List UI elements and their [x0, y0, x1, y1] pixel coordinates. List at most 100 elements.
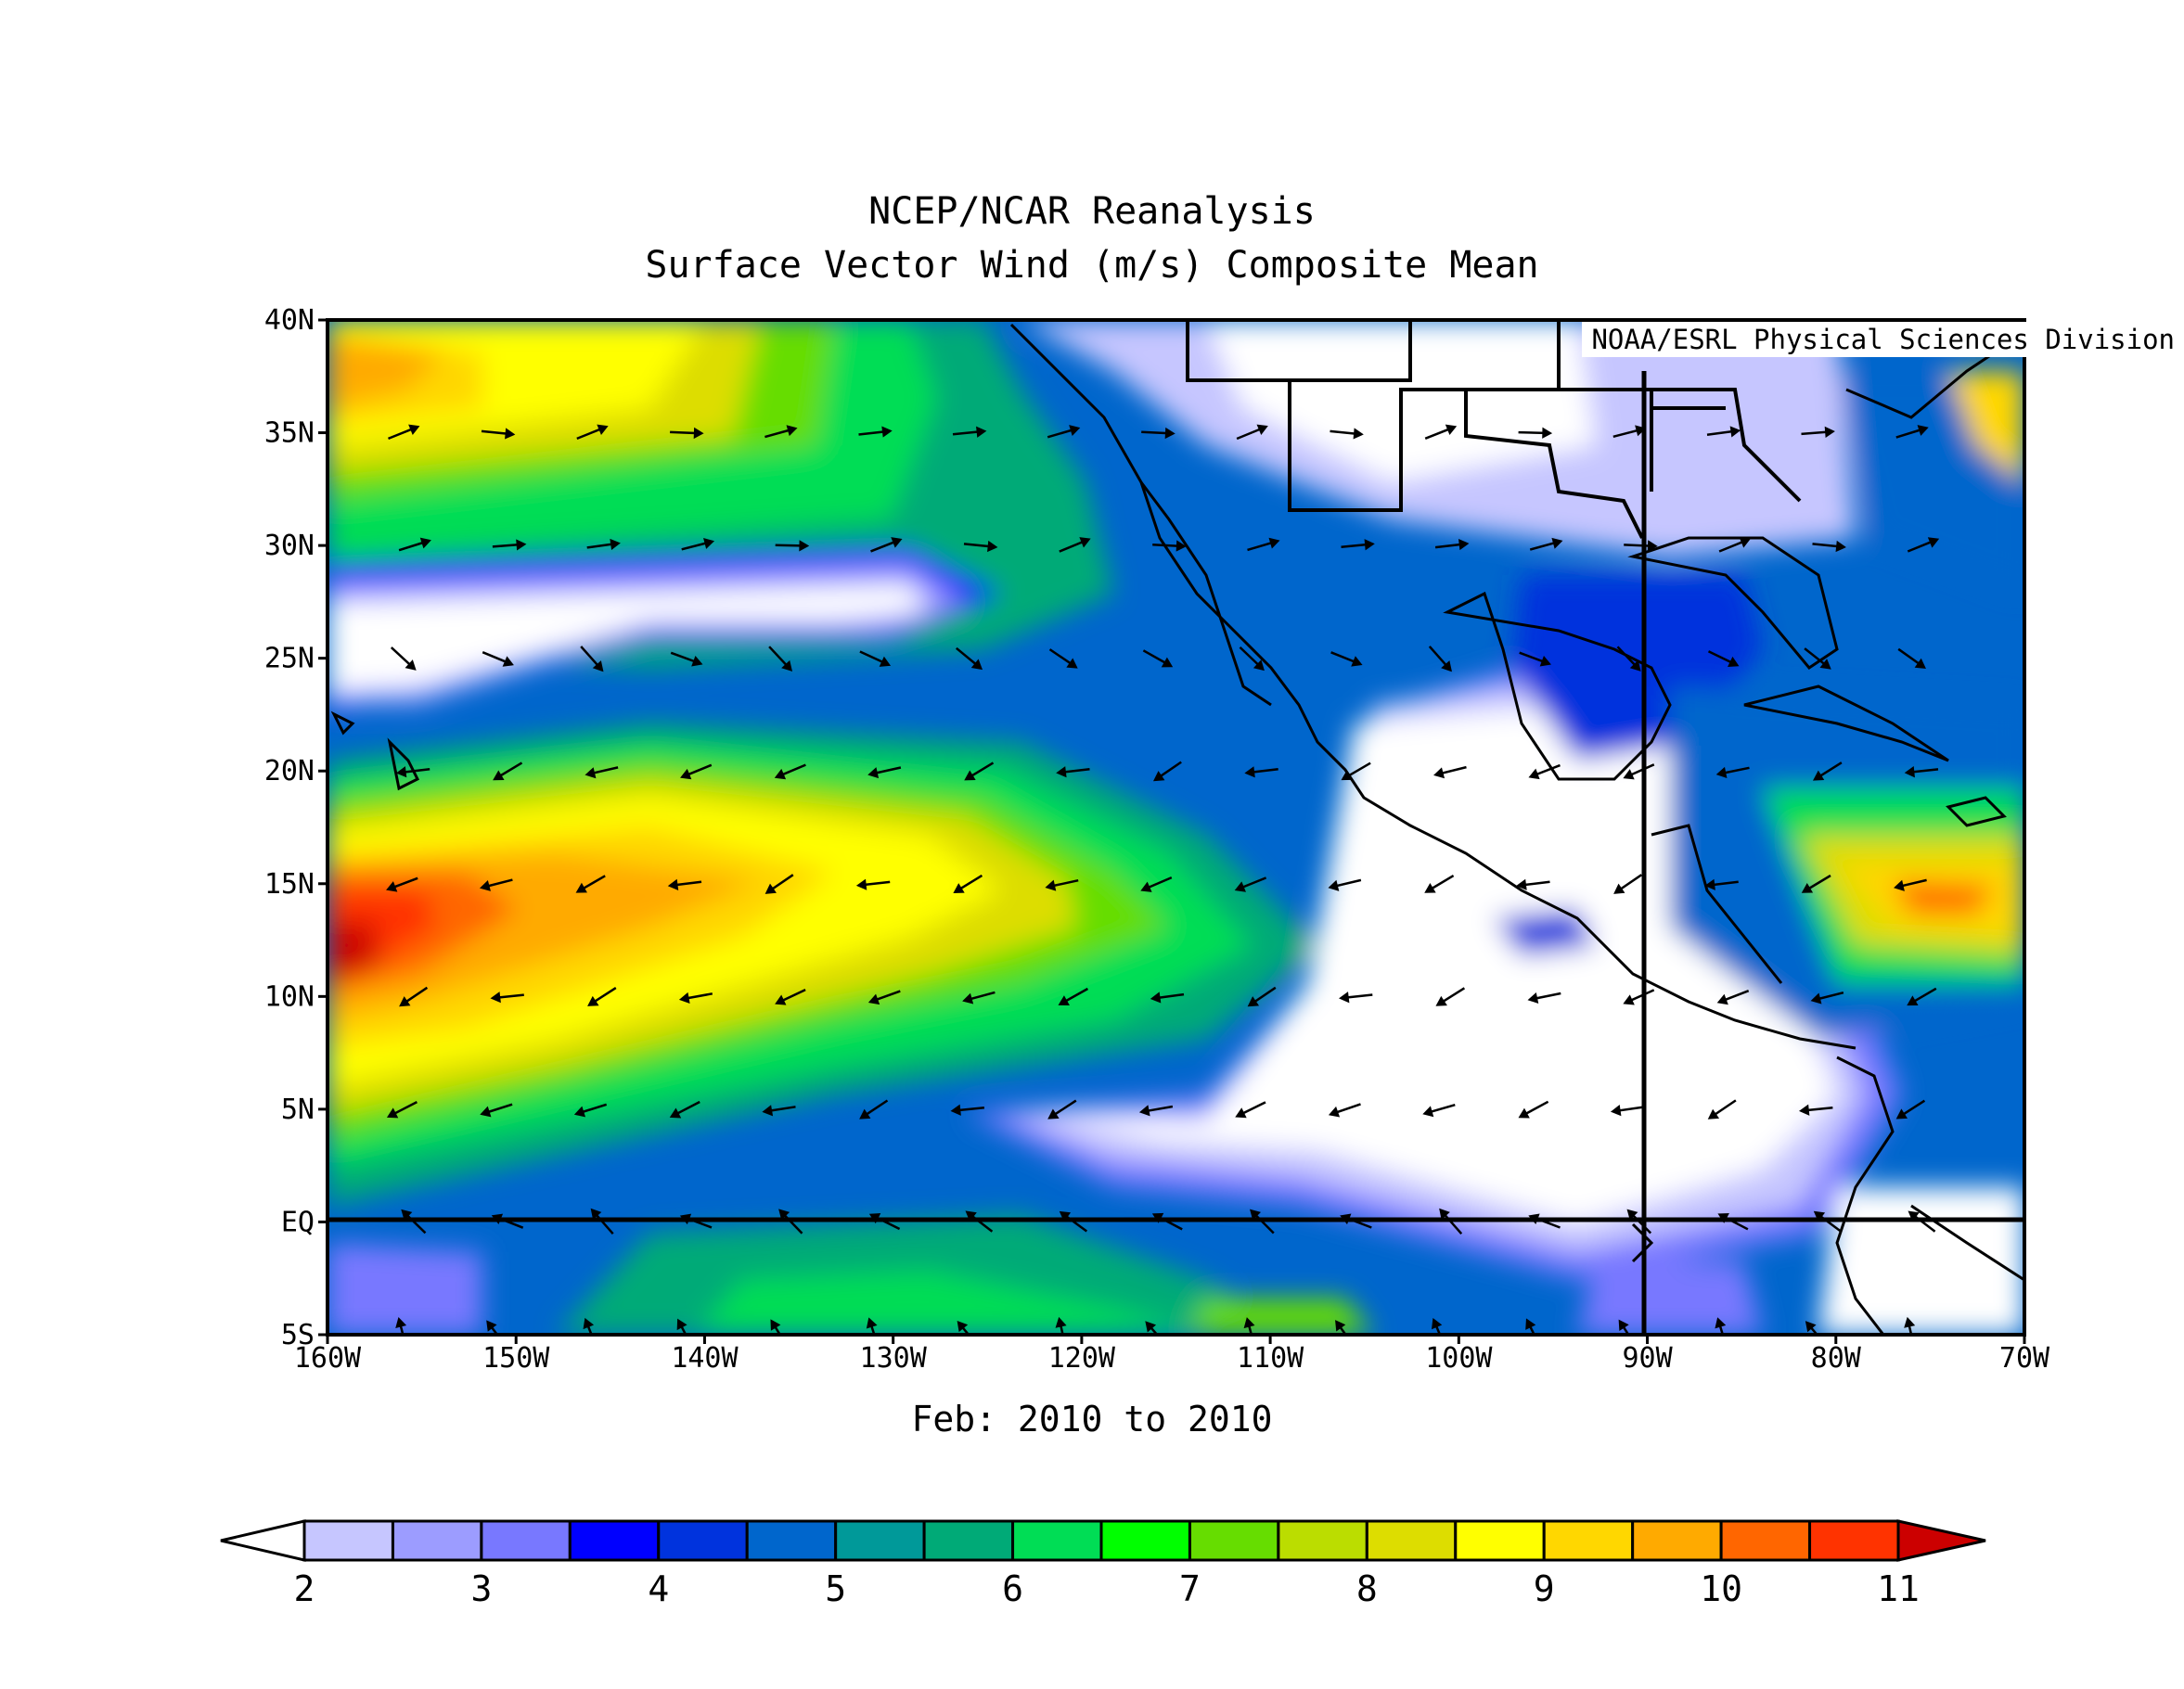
wind-vector-head: [1176, 540, 1187, 552]
colorbar-tick-label: 8: [1356, 1568, 1378, 1609]
wind-vector-head: [669, 1107, 682, 1119]
wind-vector-head: [1739, 537, 1751, 548]
wind-vector-head: [490, 992, 501, 1004]
wind-vector-head: [855, 878, 867, 890]
wind-vector-head: [676, 1318, 687, 1331]
wind-vector-head: [505, 428, 516, 440]
wind-vector-head: [1351, 656, 1363, 667]
wind-vector-head: [573, 1106, 586, 1118]
wind-vector-head: [1528, 768, 1540, 780]
colorbar-swatch: [391, 1519, 483, 1562]
wind-vector-head: [987, 540, 998, 553]
colorbar-swatch: [834, 1519, 926, 1562]
lat-tick-label: 40N: [264, 304, 315, 337]
wind-vector-head: [1247, 996, 1260, 1007]
wind-vector-head: [583, 1317, 595, 1330]
wind-vector-head: [1551, 537, 1563, 549]
wind-vector-head: [486, 1320, 497, 1332]
colorbar-swatch: [745, 1519, 838, 1562]
lat-tick-label: 30N: [264, 530, 315, 562]
wind-vector-head: [1917, 425, 1929, 436]
wind-vector-head: [1516, 878, 1527, 890]
wind-vector-head: [1618, 1319, 1629, 1332]
colorbar-tick-label: 4: [648, 1568, 669, 1609]
colorbar-swatch: [1719, 1519, 1812, 1562]
colorbar-swatch: [1454, 1519, 1546, 1562]
wind-vector-head: [1810, 992, 1822, 1004]
lon-tick-label: 120W: [1048, 1342, 1116, 1375]
colorbar-swatch: [1631, 1519, 1723, 1562]
wind-vector-head: [1422, 1106, 1434, 1118]
wind-vector-head: [1907, 995, 1919, 1006]
wind-vector-head: [764, 883, 777, 894]
wind-vector-head: [1364, 539, 1375, 551]
wind-vector-head: [1798, 1104, 1810, 1116]
lat-tick-label: 15N: [264, 868, 315, 901]
wind-vector-head: [1728, 656, 1740, 667]
wind-vector-head: [1704, 878, 1715, 890]
lat-tick-label: 5S: [281, 1319, 315, 1351]
wind-vector-head: [1729, 426, 1741, 438]
wind-vector-head: [1518, 1107, 1530, 1119]
wind-vectors: [386, 424, 1940, 1335]
wind-vector-head: [1433, 767, 1445, 779]
wind-vector-head: [953, 883, 965, 894]
wind-vector-head: [479, 880, 491, 891]
lon-tick-label: 110W: [1237, 1342, 1304, 1375]
colorbar-tick-label: 9: [1534, 1568, 1555, 1609]
wind-vector-head: [693, 427, 704, 440]
wind-vector-head: [1824, 426, 1835, 439]
wind-vector-head: [770, 1319, 781, 1331]
colorbar-tick-label: 7: [1179, 1568, 1201, 1609]
wind-vector-head: [1138, 1105, 1150, 1117]
wind-vector-head: [950, 1104, 961, 1116]
wind-vector-head: [965, 1210, 977, 1222]
wind-vector-head: [1243, 1317, 1255, 1329]
latitude-axis: 40N 35N 30N 25N 20N 15N 10N 5N EQ 5S: [264, 304, 328, 1351]
wind-vector-head: [970, 659, 983, 671]
wind-vector-head: [1441, 660, 1452, 672]
wind-vector-head: [778, 1209, 790, 1221]
wind-vector-head: [408, 424, 420, 435]
map-frame: [326, 318, 2026, 1337]
wind-vector-head: [395, 766, 407, 778]
wind-vector-head: [867, 993, 880, 1005]
wind-vector-head: [399, 996, 411, 1007]
lat-tick-label: 5N: [281, 1094, 315, 1126]
wind-vector-head: [1164, 427, 1176, 440]
colorbar-tick-label: 6: [1002, 1568, 1023, 1609]
wind-vector-head: [1914, 658, 1926, 669]
wind-vector-head: [680, 768, 692, 780]
wind-vector-head: [1353, 428, 1364, 440]
wind-vector-head: [597, 424, 609, 435]
wind-vector-head: [1253, 659, 1265, 672]
wind-speed-field: [328, 320, 2024, 1335]
wind-vector-head: [1145, 1321, 1157, 1333]
wind-vector-head: [1445, 424, 1458, 436]
wind-vector-head: [1904, 766, 1915, 778]
wind-vector-head: [957, 1320, 969, 1333]
colorbar-tick-label: 10: [1700, 1568, 1742, 1609]
colorbar-tick-label: 3: [470, 1568, 492, 1609]
wind-vector-head: [1647, 540, 1658, 552]
wind-vector-head: [1813, 1210, 1826, 1222]
colorbar-swatch: [1099, 1519, 1191, 1562]
wind-vector-head: [1715, 766, 1728, 778]
wind-vector-head: [575, 882, 587, 893]
wind-vector-head: [610, 538, 621, 550]
wind-vector-head: [585, 767, 597, 779]
wind-vector-head: [667, 878, 679, 890]
colorbar-swatch: [1808, 1519, 1900, 1562]
wind-vector-head: [592, 660, 604, 672]
wind-vector-head: [1894, 879, 1905, 891]
wind-vector-head: [1056, 766, 1067, 778]
colorbar-swatch: [302, 1519, 394, 1562]
colorbar-swatch: [1277, 1519, 1368, 1562]
lon-tick-label: 140W: [671, 1342, 739, 1375]
wind-vector-head: [1458, 538, 1470, 551]
wind-vector-head: [762, 1105, 774, 1117]
wind-vector-head: [1432, 1317, 1443, 1330]
wind-vector-head: [879, 656, 892, 667]
wind-vector-head: [1244, 766, 1255, 778]
wind-vector-head: [480, 1106, 492, 1118]
